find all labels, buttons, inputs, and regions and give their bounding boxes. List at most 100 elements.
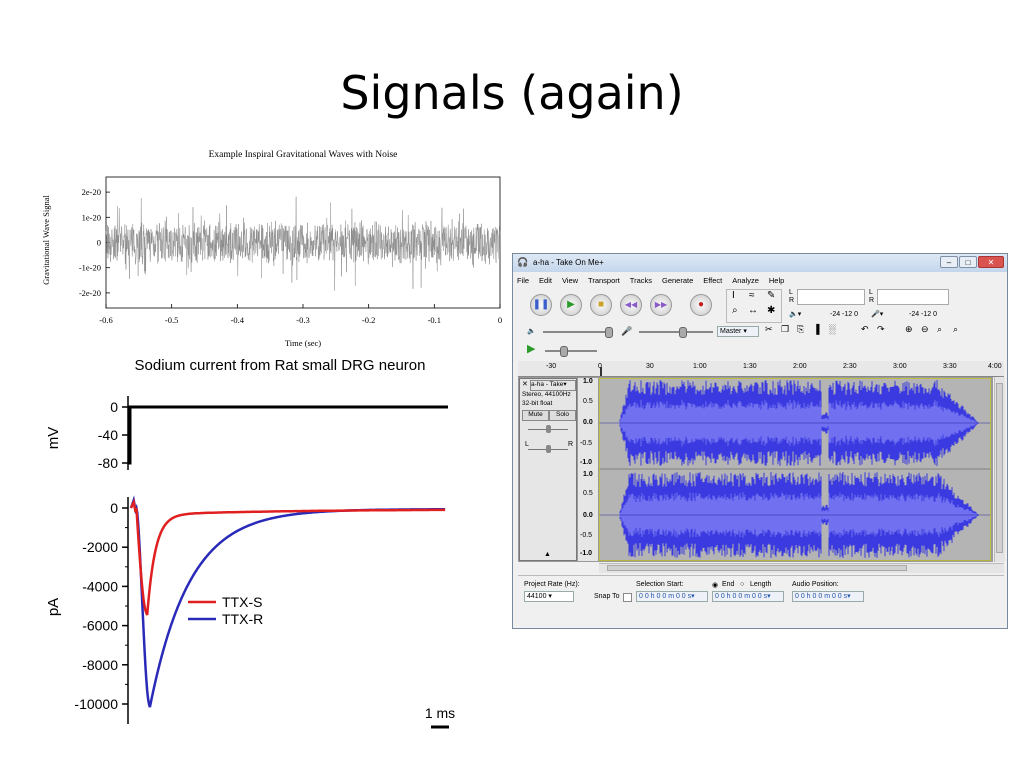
fit-selection-icon[interactable]: ⌕ <box>937 324 943 334</box>
ruler-tick-label: 1:30 <box>743 363 757 370</box>
selection-tool-icon[interactable]: I <box>732 290 735 301</box>
gw-x-tick-label: 0 <box>498 315 502 325</box>
silence-icon[interactable]: ░ <box>829 324 836 334</box>
minimize-button[interactable]: – <box>940 256 958 268</box>
audio-position-field[interactable]: 0 0 h 0 0 m 0 0 s▾ <box>792 591 864 602</box>
ruler-tick-label: 2:00 <box>793 363 807 370</box>
pa-tick-label: -10000 <box>74 696 118 712</box>
window-titlebar[interactable]: 🎧 a-ha - Take On Me+ – □ ✕ <box>513 254 1007 272</box>
gw-x-tick-label: -0.1 <box>428 315 441 325</box>
mv-tick-label: 0 <box>110 399 118 415</box>
menu-transport[interactable]: Transport <box>588 276 620 285</box>
record-meter[interactable] <box>877 289 949 305</box>
close-button[interactable]: ✕ <box>978 256 1004 268</box>
timeline-ruler[interactable]: -30 0 30 1:00 1:30 2:00 2:30 3:00 3:30 4… <box>518 361 1004 377</box>
fit-project-icon[interactable]: ⌕ <box>953 324 959 334</box>
input-source-select[interactable]: Master ▾ <box>717 326 759 337</box>
track-control-panel[interactable]: ✕ a-ha - Take▾ Stereo, 44100Hz 32-bit fl… <box>519 378 577 561</box>
vertical-scrollbar[interactable] <box>994 377 1005 562</box>
paste-icon[interactable]: ⎘ <box>797 324 805 334</box>
zoom-in-icon[interactable]: ⊕ <box>905 324 913 334</box>
ruler-tick-label: 1:00 <box>693 363 707 370</box>
gw-y-tick-label: 1e-20 <box>82 212 101 222</box>
copy-icon[interactable]: ❐ <box>781 324 790 334</box>
gw-chart-ylabel: Gravitational Wave Signal <box>41 194 51 284</box>
zoom-out-icon[interactable]: ⊖ <box>921 324 929 334</box>
pa-tick-label: -8000 <box>82 657 118 673</box>
trim-icon[interactable]: ▐ <box>813 324 820 334</box>
ruler-tick-label: 3:30 <box>943 363 957 370</box>
pause-button[interactable]: ❚❚ <box>530 294 552 316</box>
gw-y-tick-label: 0 <box>97 238 101 248</box>
track-info-rate: Stereo, 44100Hz <box>522 391 571 398</box>
scale-bar-label: 1 ms <box>425 705 455 721</box>
pa-tick-label: -6000 <box>82 618 118 634</box>
pan-slider[interactable] <box>528 445 568 453</box>
playback-volume-slider[interactable] <box>543 327 613 338</box>
selection-end-field[interactable]: 0 0 h 0 0 m 0 0 s▾ <box>712 591 784 602</box>
meter-scale-2: -24 -12 0 <box>909 311 938 318</box>
play-at-speed-icon[interactable]: ▶ <box>527 343 536 355</box>
amp-tick: 1.0 <box>583 471 593 478</box>
audacity-window[interactable]: 🎧 a-ha - Take On Me+ – □ ✕ File Edit Vie… <box>512 253 1008 629</box>
menu-tracks[interactable]: Tracks <box>629 276 653 285</box>
amp-tick: 1.0 <box>583 378 593 385</box>
meter-r-label-2: R <box>869 297 875 304</box>
play-speed-slider[interactable] <box>545 346 597 357</box>
stereo-waveform[interactable] <box>599 378 991 561</box>
amp-tick: -0.5 <box>580 440 593 447</box>
length-radio[interactable]: ○ <box>740 581 745 588</box>
play-button[interactable]: ▶ <box>560 294 582 316</box>
project-rate-label: Project Rate (Hz): <box>524 581 580 588</box>
pa-axis-label: pA <box>45 598 62 616</box>
multi-tool-icon[interactable]: ✱ <box>767 305 776 316</box>
project-rate-select[interactable]: 44100 ▾ <box>524 591 574 602</box>
collapse-track-icon[interactable]: ▲ <box>544 551 551 558</box>
edit-toolbar: ✂ ❐ ⎘ ▐ ░ ↶ ↷ ⊕ ⊖ ⌕ ⌕ <box>765 324 995 338</box>
menu-view[interactable]: View <box>561 276 579 285</box>
pa-tick-label: -4000 <box>82 578 118 594</box>
track-close-icon[interactable]: ✕ <box>522 381 528 388</box>
maximize-button[interactable]: □ <box>959 256 977 268</box>
mute-button[interactable]: Mute <box>522 410 549 421</box>
playback-meter[interactable] <box>797 289 865 305</box>
horizontal-scrollbar[interactable] <box>599 563 1004 573</box>
skip-start-button[interactable]: ◀◀ <box>620 294 642 316</box>
pa-tick-label: 0 <box>110 500 118 516</box>
selection-start-field[interactable]: 0 0 h 0 0 m 0 0 s▾ <box>636 591 708 602</box>
playhead-marker[interactable] <box>600 367 602 376</box>
skip-end-button[interactable]: ▶▶ <box>650 294 672 316</box>
snap-to-checkbox[interactable] <box>623 593 632 602</box>
menu-effect[interactable]: Effect <box>703 276 723 285</box>
amp-tick: 0.5 <box>583 490 593 497</box>
menu-edit[interactable]: Edit <box>539 276 552 285</box>
gain-slider[interactable] <box>528 425 568 433</box>
zoom-tool-icon[interactable]: ⌕ <box>732 305 738 316</box>
stop-button[interactable]: ■ <box>590 294 612 316</box>
menu-generate[interactable]: Generate <box>661 276 694 285</box>
gw-y-tick-label: -1e-20 <box>79 263 101 273</box>
ttx-r-series-line <box>129 495 446 708</box>
menu-help[interactable]: Help <box>768 276 785 285</box>
timeshift-tool-icon[interactable]: ↔ <box>748 305 758 316</box>
recording-volume-slider[interactable] <box>639 327 713 338</box>
end-radio[interactable]: ◉ <box>712 582 719 589</box>
amp-tick: 0.0 <box>583 512 593 519</box>
length-label: Length <box>750 581 772 588</box>
redo-icon[interactable]: ↷ <box>877 324 885 334</box>
gw-chart-title: Example Inspiral Gravitational Waves wit… <box>209 150 398 160</box>
vertical-ruler: 1.0 0.5 0.0 -0.5 -1.0 1.0 0.5 0.0 -0.5 -… <box>578 378 598 561</box>
envelope-tool-icon[interactable]: ≈ <box>749 290 755 301</box>
solo-button[interactable]: Solo <box>549 410 576 421</box>
record-button[interactable]: ● <box>690 294 712 316</box>
track-name-menu[interactable]: a-ha - Take▾ <box>530 380 576 391</box>
draw-tool-icon[interactable]: ✎ <box>767 290 776 301</box>
undo-icon[interactable]: ↶ <box>861 324 869 334</box>
menu-analyze[interactable]: Analyze <box>732 276 759 285</box>
ruler-tick-label: 2:30 <box>843 363 857 370</box>
cut-icon[interactable]: ✂ <box>765 324 773 334</box>
mic-icon: 🎤 <box>621 326 633 336</box>
mv-axis-label: mV <box>45 427 62 450</box>
amp-tick: -0.5 <box>580 532 593 539</box>
menu-file[interactable]: File <box>517 276 530 285</box>
